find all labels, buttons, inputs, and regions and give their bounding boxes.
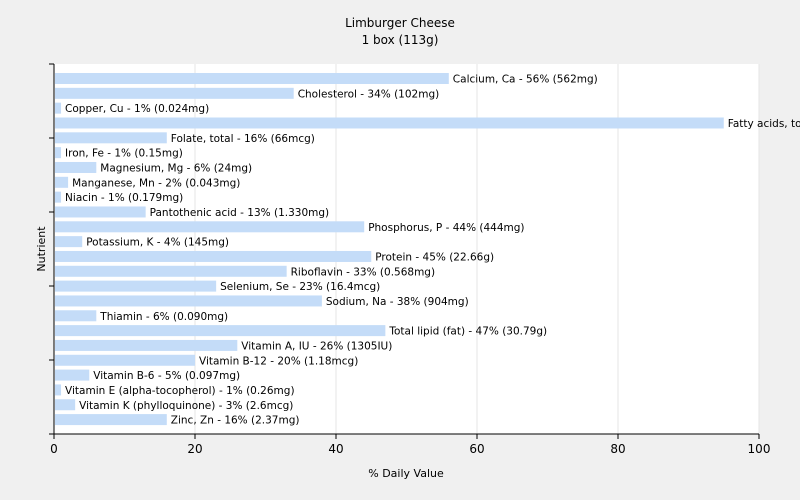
bar-label: Vitamin K (phylloquinone) - 3% (2.6mcg)	[79, 400, 293, 412]
bar-labels: Calcium, Ca - 56% (562mg) Cholesterol - 3…	[65, 74, 800, 427]
bar-label: Zinc, Zn - 16% (2.37mg)	[171, 415, 300, 427]
bar	[55, 384, 62, 396]
bar	[55, 132, 167, 144]
bar-label: Magnesium, Mg - 6% (24mg)	[100, 162, 252, 174]
x-tick-label: 40	[328, 442, 343, 456]
bar-label: Total lipid (fat) - 47% (30.79g)	[388, 326, 547, 338]
bar	[55, 250, 372, 262]
bar	[55, 102, 62, 114]
chart-subtitle: 1 box (113g)	[362, 33, 439, 47]
bar	[55, 414, 167, 426]
bar	[55, 369, 90, 381]
bar-label: Riboflavin - 33% (0.568mg)	[291, 266, 435, 278]
x-tick-label: 0	[50, 442, 58, 456]
bar-label: Vitamin B-12 - 20% (1.18mcg)	[199, 355, 358, 367]
bar	[55, 176, 69, 188]
bar-label: Thiamin - 6% (0.090mg)	[99, 311, 228, 323]
axes: 0 20 40 60 80 100	[49, 63, 771, 456]
bar	[55, 73, 449, 84]
bar	[55, 87, 294, 99]
bar	[55, 354, 195, 366]
bar	[55, 236, 83, 248]
y-axis-title: Nutrient	[35, 226, 48, 272]
bar-label: Iron, Fe - 1% (0.15mg)	[65, 148, 183, 160]
chart-title: Limburger Cheese	[345, 16, 455, 30]
bar	[55, 280, 217, 292]
x-tick-label: 80	[610, 442, 625, 456]
bar	[55, 221, 365, 233]
bar-label: Protein - 45% (22.66g)	[375, 251, 494, 263]
bar-label: Folate, total - 16% (66mcg)	[171, 133, 315, 145]
bar-label: Vitamin E (alpha-tocopherol) - 1% (0.26m…	[65, 385, 294, 397]
bar-label: Niacin - 1% (0.179mg)	[65, 192, 183, 204]
bar	[55, 147, 62, 159]
bar-label: Sodium, Na - 38% (904mg)	[326, 296, 469, 308]
bar	[55, 399, 76, 411]
bars	[55, 73, 724, 426]
bar-label: Selenium, Se - 23% (16.4mcg)	[220, 281, 380, 293]
x-tick-label: 100	[748, 442, 771, 456]
bar-label: Cholesterol - 34% (102mg)	[298, 88, 440, 100]
bar	[55, 191, 62, 203]
bar-label: Pantothenic acid - 13% (1.330mg)	[150, 207, 329, 219]
x-tick-label: 20	[187, 442, 202, 456]
bar-label: Manganese, Mn - 2% (0.043mg)	[72, 177, 240, 189]
bar-label: Phosphorus, P - 44% (444mg)	[368, 222, 524, 234]
bar-label: Calcium, Ca - 56% (562mg)	[453, 74, 598, 86]
bar-label: Vitamin A, IU - 26% (1305IU)	[241, 340, 392, 352]
bar	[55, 325, 386, 337]
x-axis-title: % Daily Value	[368, 467, 444, 480]
bar-label: Fatty acids, total saturated - 95% (18.9…	[728, 118, 800, 130]
bar	[55, 161, 97, 173]
x-tick-label: 60	[469, 442, 484, 456]
bar-label: Copper, Cu - 1% (0.024mg)	[65, 103, 209, 115]
bar	[55, 339, 238, 351]
bar	[55, 310, 97, 322]
bar-label: Potassium, K - 4% (145mg)	[86, 237, 229, 249]
bar	[55, 206, 146, 218]
bar	[55, 295, 322, 307]
bar-label: Vitamin B-6 - 5% (0.097mg)	[93, 370, 240, 382]
bar	[55, 117, 724, 129]
bar	[55, 265, 287, 277]
